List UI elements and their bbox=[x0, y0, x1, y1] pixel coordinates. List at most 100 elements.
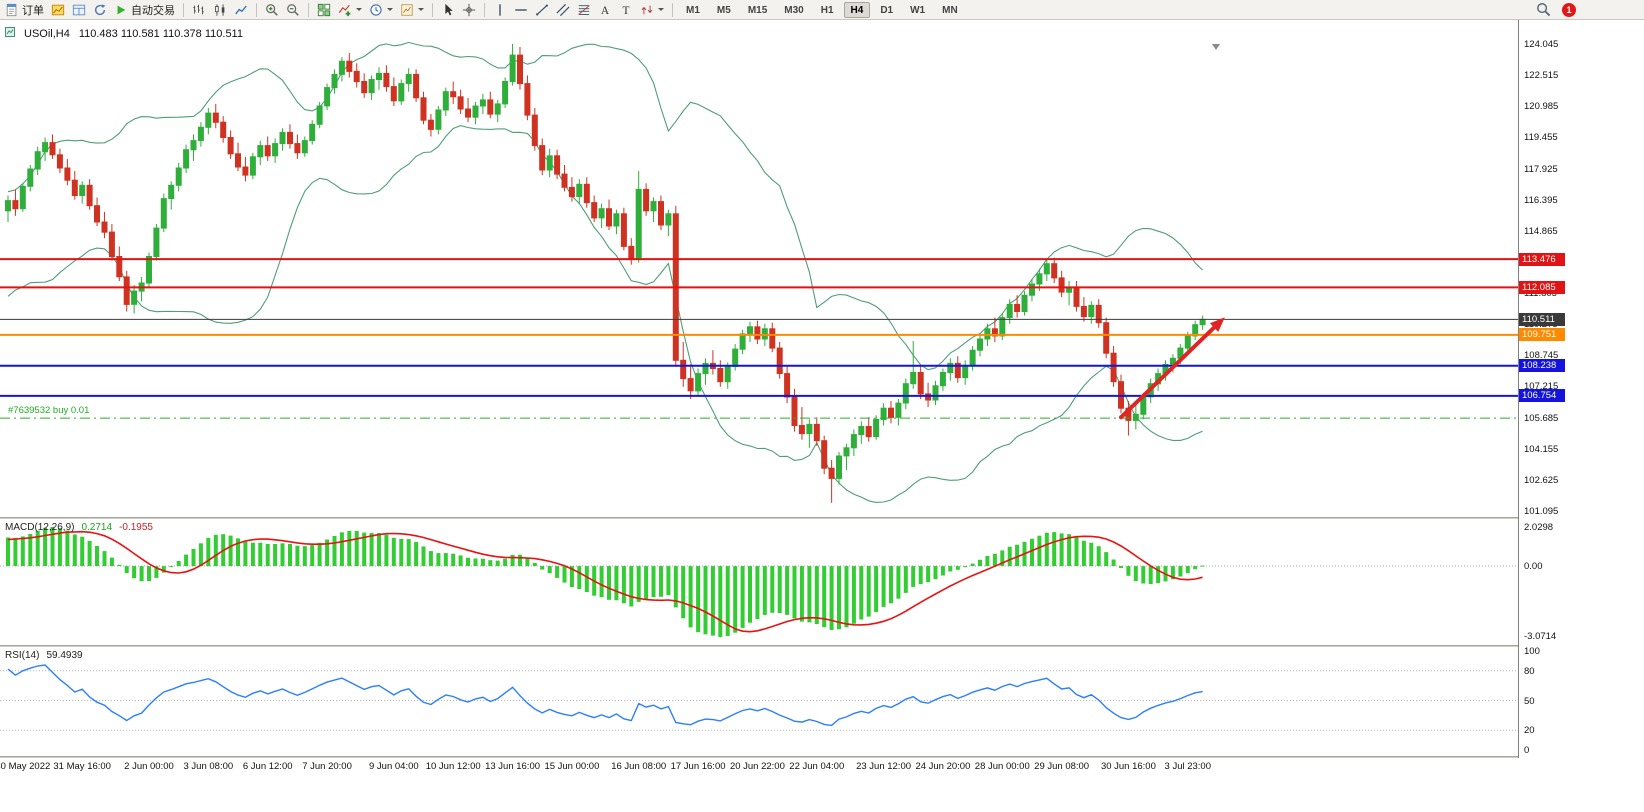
toolbar-right: 1 bbox=[1533, 1, 1642, 19]
insert-indicator-icon bbox=[338, 3, 352, 17]
time-label: 24 Jun 20:00 bbox=[915, 761, 971, 772]
crosshair-icon bbox=[462, 3, 476, 17]
autotrading-icon bbox=[114, 3, 128, 17]
market-watch-button[interactable] bbox=[69, 1, 89, 19]
timeframe-M30[interactable]: M30 bbox=[784, 4, 804, 16]
time-label: 3 Jul 23:00 bbox=[1164, 761, 1212, 772]
autotrading-button[interactable]: 自动交易 bbox=[111, 1, 178, 19]
horizontal-line-icon bbox=[514, 3, 528, 17]
chart-header: USOil,H4 110.483 110.581 110.378 110.511 bbox=[5, 27, 243, 40]
axis-label: 0 bbox=[1524, 745, 1530, 756]
time-label: 29 Jun 08:00 bbox=[1034, 761, 1090, 772]
zoom-out-icon bbox=[286, 3, 300, 17]
bar-chart-button[interactable] bbox=[189, 1, 209, 19]
vertical-line-icon bbox=[493, 3, 507, 17]
rsi-name: RSI(14) bbox=[5, 650, 40, 661]
price-level-tag: 109.751 bbox=[1519, 328, 1565, 342]
timeframe-MN[interactable]: MN bbox=[942, 4, 958, 16]
search-icon[interactable] bbox=[1533, 1, 1554, 19]
line-chart-button[interactable] bbox=[231, 1, 251, 19]
timeframe-H1[interactable]: H1 bbox=[820, 4, 834, 16]
time-label: 6 Jun 12:00 bbox=[242, 761, 293, 772]
text-label-icon: T bbox=[619, 3, 633, 17]
text-button[interactable]: A bbox=[595, 1, 615, 19]
new-order-button[interactable]: 订单 bbox=[2, 1, 47, 19]
dropdown-caret-icon bbox=[356, 8, 362, 11]
axis-label: -3.0714 bbox=[1524, 631, 1557, 642]
timeframe-D1[interactable]: D1 bbox=[880, 4, 894, 16]
templates-button[interactable] bbox=[397, 1, 427, 19]
indicators-button[interactable] bbox=[335, 1, 365, 19]
channel-icon bbox=[556, 3, 570, 17]
price-chart-panel[interactable]: USOil,H4 110.483 110.581 110.378 110.511 bbox=[0, 20, 1518, 517]
axis-label: 117.925 bbox=[1524, 163, 1558, 175]
chart-window-icon bbox=[51, 3, 65, 17]
zoom-in-icon bbox=[265, 3, 279, 17]
bar-chart-icon bbox=[192, 3, 206, 17]
rsi-indicator[interactable] bbox=[0, 647, 1518, 756]
crosshair-button[interactable] bbox=[459, 1, 479, 19]
zoom-in-button[interactable] bbox=[262, 1, 282, 19]
tile-windows-icon bbox=[317, 3, 331, 17]
panel-splitter[interactable] bbox=[0, 756, 1644, 758]
periods-button[interactable] bbox=[366, 1, 396, 19]
cursor-icon bbox=[441, 3, 455, 17]
vertical-line-button[interactable] bbox=[490, 1, 510, 19]
panel-splitter[interactable] bbox=[0, 517, 1644, 519]
zoom-out-button[interactable] bbox=[283, 1, 303, 19]
notification-badge[interactable]: 1 bbox=[1562, 2, 1576, 17]
time-label: 23 Jun 12:00 bbox=[856, 761, 912, 772]
macd-panel[interactable]: MACD(12,26,9) 0.2714 -0.1955 bbox=[0, 519, 1518, 645]
axis-label: 50 bbox=[1524, 695, 1535, 707]
time-label: 22 Jun 04:00 bbox=[789, 761, 845, 772]
panel-splitter[interactable] bbox=[0, 645, 1644, 647]
axis-label: 20 bbox=[1524, 725, 1535, 737]
timeframe-M15[interactable]: M15 bbox=[747, 4, 768, 16]
macd-value-main: 0.2714 bbox=[81, 522, 113, 533]
arrows-button[interactable] bbox=[637, 1, 667, 19]
trendline-button[interactable] bbox=[532, 1, 552, 19]
candlestick-chart-button[interactable] bbox=[210, 1, 230, 19]
time-label: 20 Jun 22:00 bbox=[729, 761, 785, 772]
main-toolbar: 订单 自动交易 A T M1 M5 M15 M30 H1 H4 D1 W1 MN 1 bbox=[0, 0, 1644, 20]
rsi-panel[interactable]: RSI(14) 59.4939 bbox=[0, 647, 1518, 756]
refresh-icon bbox=[93, 3, 107, 17]
channel-button[interactable] bbox=[553, 1, 573, 19]
symbol-chart-icon bbox=[5, 27, 15, 40]
time-axis[interactable]: 30 May 2022 31 May 16:00 2 Jun 00:00 3 Jun … bbox=[0, 758, 1644, 776]
price-level-tag: 113.476 bbox=[1519, 252, 1565, 266]
axis-label: 107.215 bbox=[1524, 381, 1559, 393]
toolbar-separator bbox=[432, 2, 433, 17]
new-order-icon bbox=[5, 3, 19, 17]
timeframe-M5[interactable]: M5 bbox=[716, 4, 731, 16]
chart-shift-marker bbox=[1212, 44, 1220, 50]
price-level-tag: 108.238 bbox=[1519, 359, 1565, 373]
time-label: 30 May 2022 bbox=[0, 761, 51, 772]
axis-label: 105.685 bbox=[1524, 412, 1559, 424]
time-label: 2 Jun 00:00 bbox=[124, 761, 174, 772]
fibonacci-icon bbox=[577, 3, 591, 17]
label-button[interactable]: T bbox=[616, 1, 636, 19]
timeframe-H4[interactable]: H4 bbox=[843, 1, 871, 18]
toolbar-separator bbox=[484, 2, 485, 17]
axis-label: 104.155 bbox=[1524, 443, 1559, 455]
refresh-button[interactable] bbox=[90, 1, 110, 19]
macd-indicator[interactable] bbox=[0, 519, 1518, 645]
time-label: 16 Jun 08:00 bbox=[611, 761, 667, 772]
fibonacci-button[interactable] bbox=[574, 1, 594, 19]
svg-text:T: T bbox=[623, 4, 630, 16]
price-chart[interactable] bbox=[0, 20, 1518, 517]
horizontal-line-button[interactable] bbox=[511, 1, 531, 19]
axis-label: 2.0298 bbox=[1524, 522, 1554, 533]
tile-windows-button[interactable] bbox=[314, 1, 334, 19]
line-chart-icon bbox=[234, 3, 248, 17]
cursor-button[interactable] bbox=[438, 1, 458, 19]
chart-window-button[interactable] bbox=[48, 1, 68, 19]
macd-name: MACD(12,26,9) bbox=[5, 522, 75, 533]
toolbar-separator bbox=[256, 2, 257, 17]
toolbar-separator bbox=[183, 2, 184, 17]
price-level-tag: 110.511 bbox=[1519, 312, 1565, 326]
price-axis[interactable]: 124.045 122.515 120.985 119.455 117.925 116.3… bbox=[1518, 20, 1644, 758]
timeframe-W1[interactable]: W1 bbox=[910, 4, 926, 16]
timeframe-M1[interactable]: M1 bbox=[686, 4, 700, 16]
